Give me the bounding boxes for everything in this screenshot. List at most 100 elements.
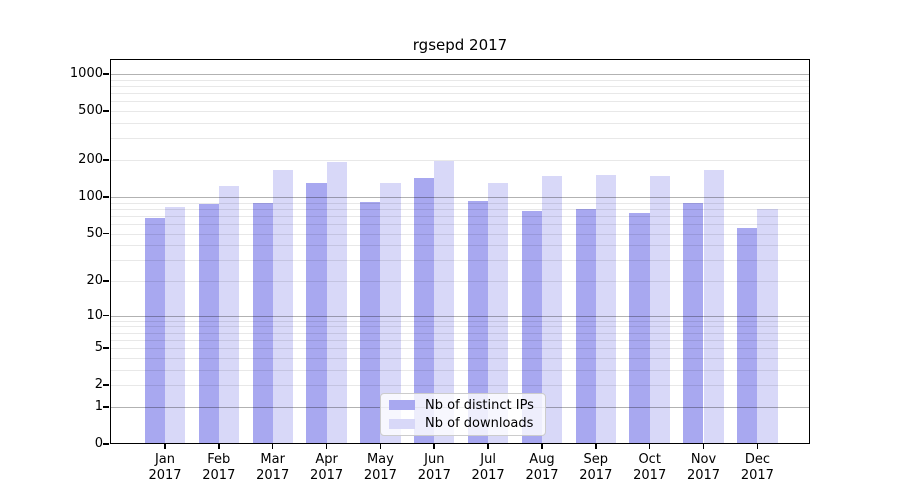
bar-downloads-jun [434, 160, 455, 444]
x-tick-mark-feb [218, 444, 220, 449]
x-tick-label-feb: Feb 2017 [187, 452, 251, 484]
x-tick-month: Aug [529, 452, 555, 467]
gridline-20 [110, 281, 810, 282]
x-tick-year: 2017 [686, 468, 721, 483]
x-tick-month: Dec [744, 452, 770, 467]
y-tick-label-5: 5 [94, 340, 103, 356]
x-tick-month: Jun [424, 452, 445, 467]
x-tick-label-sep: Sep 2017 [564, 452, 628, 484]
gridline-9 [110, 320, 810, 322]
x-tick-month: Jan [154, 452, 176, 467]
bar-downloads-dec [757, 208, 778, 444]
x-tick-label-mar: Mar 2017 [241, 452, 305, 484]
y-tick-label-2: 2 [94, 377, 103, 393]
x-tick-mark-nov [702, 444, 705, 449]
gridline-100 [110, 196, 810, 198]
x-tick-label-jul: Jul 2017 [456, 452, 520, 484]
gridline-800 [110, 86, 810, 87]
legend-entry-downloads: Nb of downloads [389, 415, 537, 434]
x-tick-mark-oct [648, 444, 651, 449]
gridline-70 [110, 215, 810, 217]
x-tick-label-aug: Aug 2017 [510, 452, 574, 484]
bar-distinct-ips-nov [683, 203, 704, 444]
y-tick-label-50: 50 [86, 225, 103, 241]
gridline-30 [110, 260, 810, 262]
bar-downloads-mar [272, 169, 293, 444]
gridline-90 [110, 202, 810, 204]
y-tick-mark-2 [103, 384, 109, 386]
x-tick-mark-may [379, 444, 382, 449]
plot-area [110, 59, 810, 444]
gridline-80 [110, 208, 810, 210]
gridline-700 [110, 93, 810, 95]
y-tick-mark-20 [103, 280, 109, 282]
bar-distinct-ips-sep [575, 209, 596, 444]
y-tick-mark-10 [103, 314, 109, 317]
y-tick-label-20: 20 [86, 273, 103, 288]
x-tick-mark-jan [164, 444, 166, 449]
x-tick-month: Mar [260, 452, 285, 467]
bar-downloads-jan [165, 206, 186, 444]
x-tick-year: 2017 [256, 468, 290, 483]
bar-downloads-jul [488, 182, 509, 444]
gridline-5 [110, 348, 810, 350]
gridline-400 [110, 123, 810, 124]
legend-swatch-downloads [389, 418, 415, 429]
y-tick-mark-5 [103, 347, 109, 349]
gridline-60 [110, 223, 810, 225]
x-tick-label-oct: Oct 2017 [618, 452, 682, 484]
y-tick-mark-500 [103, 110, 109, 112]
x-tick-mark-jul [487, 444, 489, 449]
x-tick-month: Oct [638, 452, 661, 467]
gridline-3 [110, 369, 810, 371]
gridline-8 [110, 326, 810, 328]
gridline-10 [110, 315, 810, 317]
bar-distinct-ips-aug [521, 211, 542, 444]
y-tick-mark-100 [103, 196, 109, 198]
x-tick-label-nov: Nov 2017 [672, 452, 736, 484]
x-tick-month: Apr [315, 452, 338, 467]
x-tick-label-jan: Jan 2017 [133, 452, 197, 484]
y-tick-label-100: 100 [78, 188, 103, 204]
legend-swatch-distinct-ips [389, 400, 415, 411]
x-tick-month: Sep [583, 452, 609, 467]
bar-distinct-ips-oct [629, 212, 650, 444]
bar-downloads-may [380, 183, 401, 444]
x-tick-label-jun: Jun 2017 [402, 452, 466, 484]
gridline-900 [110, 79, 810, 81]
gridline-500 [110, 111, 810, 113]
x-tick-year: 2017 [471, 468, 505, 483]
x-tick-year: 2017 [633, 468, 667, 483]
x-tick-year: 2017 [417, 468, 451, 483]
bar-distinct-ips-jan [144, 218, 165, 444]
y-tick-mark-200 [103, 159, 109, 161]
gridline-1000 [110, 74, 810, 76]
bar-downloads-aug [541, 176, 563, 444]
y-tick-label-0: 0 [94, 436, 103, 451]
y-tick-mark-1000 [103, 73, 109, 75]
bar-distinct-ips-may [360, 201, 381, 444]
x-tick-label-may: May 2017 [348, 452, 412, 484]
y-tick-label-200: 200 [78, 152, 103, 167]
x-tick-month: Feb [207, 452, 231, 467]
gridline-40 [110, 245, 810, 247]
gridline-50 [110, 233, 810, 235]
bar-downloads-oct [649, 176, 670, 444]
y-tick-label-1: 1 [94, 398, 103, 414]
x-tick-mark-jun [433, 444, 435, 449]
y-tick-label-1000: 1000 [69, 66, 103, 82]
bar-downloads-feb [218, 185, 240, 444]
bar-downloads-nov [703, 169, 724, 444]
x-tick-mark-dec [756, 444, 759, 449]
x-tick-year: 2017 [363, 468, 397, 483]
legend-entry-distinct-ips: Nb of distinct IPs [389, 396, 537, 415]
x-tick-year: 2017 [310, 468, 344, 483]
x-tick-year: 2017 [202, 468, 236, 483]
legend: Nb of distinct IPs Nb of downloads [380, 393, 546, 436]
bar-downloads-apr [326, 161, 347, 444]
x-tick-mark-apr [325, 444, 328, 449]
x-tick-month: Jul [480, 452, 496, 467]
gridline-6 [110, 339, 810, 341]
y-tick-mark-50 [103, 232, 109, 235]
x-tick-year: 2017 [579, 468, 613, 483]
